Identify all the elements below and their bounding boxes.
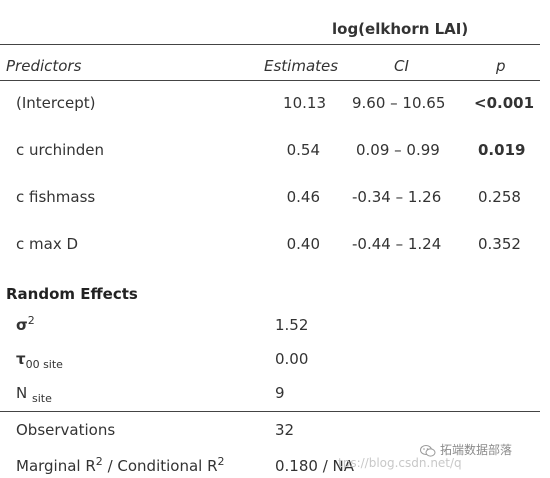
watermark-brand-text: 拓端数据部落 <box>440 443 513 457</box>
sigma-label: σ2 <box>16 314 35 334</box>
stats-rule <box>0 411 540 412</box>
row-urchinden-estimate: 0.54 <box>286 141 320 159</box>
row-fishmass-estimate: 0.46 <box>286 188 320 206</box>
header-p: p <box>496 57 506 75</box>
n-symbol: N <box>16 384 28 402</box>
r2-label-b: / Conditional R <box>102 457 218 475</box>
top-rule <box>0 44 540 45</box>
row-maxd-name: c max D <box>16 235 79 253</box>
tau-sub-group: site <box>43 358 63 371</box>
r2-label: Marginal R2 / Conditional R2 <box>16 455 225 475</box>
tau-value: 0.00 <box>275 350 309 368</box>
wechat-icon <box>420 444 436 458</box>
observations-value: 32 <box>275 421 295 439</box>
tau-label: τ00 site <box>16 350 63 371</box>
observations-label: Observations <box>16 421 116 439</box>
dependent-variable-title: log(elkhorn LAI) <box>332 20 469 38</box>
row-urchinden-name: c urchinden <box>16 141 105 159</box>
header-rule <box>0 80 540 81</box>
sigma-value: 1.52 <box>275 316 309 334</box>
tau-symbol: τ <box>16 350 26 368</box>
row-urchinden-ci: 0.09 – 0.99 <box>356 141 440 159</box>
row-maxd-p: 0.352 <box>478 235 521 253</box>
row-intercept-p: <0.001 <box>474 94 535 112</box>
header-estimates: Estimates <box>264 57 339 75</box>
sigma-superscript: 2 <box>27 314 35 327</box>
r2-value: 0.180 / NA <box>275 457 355 475</box>
row-intercept-estimate: 10.13 <box>283 94 326 112</box>
row-urchinden-p: 0.019 <box>478 141 526 159</box>
random-effects-title: Random Effects <box>6 285 138 303</box>
r2-sup-a: 2 <box>95 455 103 468</box>
tau-sub-index: 00 <box>25 358 40 371</box>
row-intercept-name: (Intercept) <box>16 94 96 112</box>
n-value: 9 <box>275 384 285 402</box>
r2-label-a: Marginal R <box>16 457 96 475</box>
watermark-url: tps://blog.csdn.net/q <box>338 456 462 470</box>
row-fishmass-name: c fishmass <box>16 188 96 206</box>
header-ci: CI <box>394 57 409 75</box>
row-maxd-estimate: 0.40 <box>286 235 320 253</box>
watermark-brand: 拓端数据部落 <box>420 441 512 458</box>
row-maxd-ci: -0.44 – 1.24 <box>352 235 442 253</box>
header-predictors: Predictors <box>6 57 82 75</box>
r2-sup-b: 2 <box>217 455 225 468</box>
n-label: N site <box>16 384 52 405</box>
sigma-symbol: σ <box>16 316 28 334</box>
row-fishmass-ci: -0.34 – 1.26 <box>352 188 442 206</box>
row-intercept-ci: 9.60 – 10.65 <box>352 94 446 112</box>
row-fishmass-p: 0.258 <box>478 188 521 206</box>
n-sub: site <box>32 392 52 405</box>
